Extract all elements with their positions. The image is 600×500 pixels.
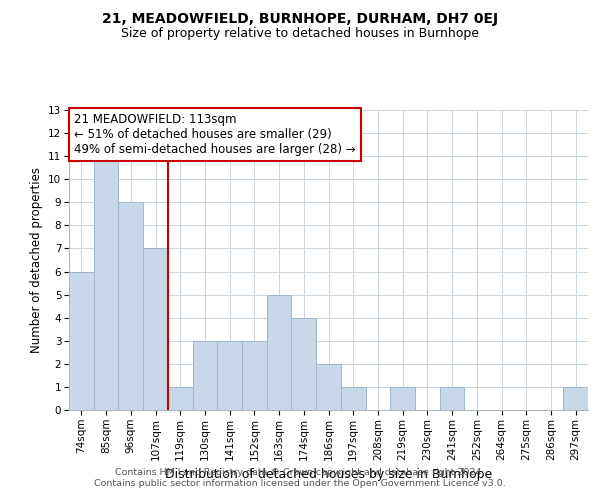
Text: 21, MEADOWFIELD, BURNHOPE, DURHAM, DH7 0EJ: 21, MEADOWFIELD, BURNHOPE, DURHAM, DH7 0… (102, 12, 498, 26)
Bar (563, 387, 588, 410)
Bar (341, 387, 365, 410)
Bar (267, 294, 292, 410)
Bar (217, 341, 242, 410)
Text: Size of property relative to detached houses in Burnhope: Size of property relative to detached ho… (121, 28, 479, 40)
Bar (193, 341, 217, 410)
Bar (242, 341, 267, 410)
Bar (292, 318, 316, 410)
Bar (168, 387, 193, 410)
Bar (316, 364, 341, 410)
Text: 21 MEADOWFIELD: 113sqm
← 51% of detached houses are smaller (29)
49% of semi-det: 21 MEADOWFIELD: 113sqm ← 51% of detached… (74, 113, 356, 156)
Bar (143, 248, 168, 410)
Bar (94, 156, 118, 410)
Bar (440, 387, 464, 410)
Bar (69, 272, 94, 410)
X-axis label: Distribution of detached houses by size in Burnhope: Distribution of detached houses by size … (165, 468, 492, 481)
Bar (118, 202, 143, 410)
Text: Contains HM Land Registry data © Crown copyright and database right 2024.
Contai: Contains HM Land Registry data © Crown c… (94, 468, 506, 487)
Y-axis label: Number of detached properties: Number of detached properties (29, 167, 43, 353)
Bar (390, 387, 415, 410)
